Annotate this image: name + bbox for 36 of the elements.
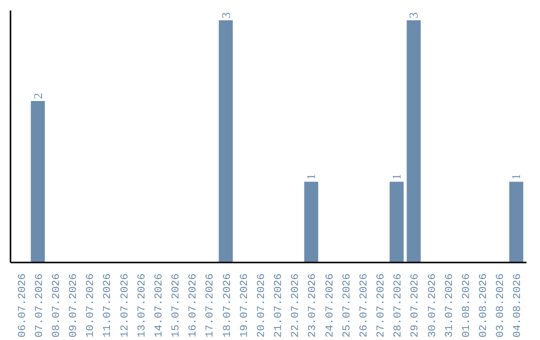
x-tick-label: 13.07.2026 [136,273,148,338]
x-tick-label: 18.07.2026 [222,273,234,338]
x-tick-label: 08.07.2026 [50,273,63,338]
x-tick-label: 09.07.2026 [68,273,80,338]
x-tick-label: 16.07.2026 [188,273,200,338]
data-label: 1 [390,174,404,180]
x-tick-label: 10.07.2026 [85,273,98,338]
x-tick-label: 11.07.2026 [102,273,114,338]
data-label: 1 [304,174,318,180]
x-tick-label: 27.07.2026 [376,273,388,338]
x-tick-label: 20.07.2026 [256,273,268,338]
data-label: 2 [30,92,45,99]
x-tick-label: 22.07.2026 [290,273,302,338]
x-tick-label: 01.08.2026 [460,273,473,338]
x-tick-label: 24.07.2026 [324,273,336,338]
x-tick-label: 21.07.2026 [273,273,286,338]
x-tick-label: 06.07.2026 [16,273,29,338]
data-label: 1 [509,174,524,180]
x-tick-label: 29.07.2026 [410,273,422,338]
data-label: 3 [218,12,233,18]
data-label: 3 [406,12,421,18]
x-tick-label: 07.07.2026 [34,273,46,338]
x-tick-label: 28.07.2026 [392,273,405,338]
x-tick-label: 19.07.2026 [238,273,251,338]
x-tick-label: 02.08.2026 [478,273,490,338]
x-tick-label: 17.07.2026 [204,273,217,338]
x-tick-label: 26.07.2026 [358,273,370,338]
x-tick-label: 30.07.2026 [426,273,439,338]
x-tick-label: 23.07.2026 [307,273,320,338]
x-tick-label: 31.07.2026 [444,273,456,338]
x-tick-label: 15.07.2026 [170,273,183,338]
x-tick-label: 14.07.2026 [153,273,166,338]
x-tick-label: 25.07.2026 [341,273,354,338]
x-tick-label: 04.08.2026 [512,273,524,338]
x-tick-label: 03.08.2026 [495,273,508,338]
x-tick-label: 12.07.2026 [119,273,132,338]
